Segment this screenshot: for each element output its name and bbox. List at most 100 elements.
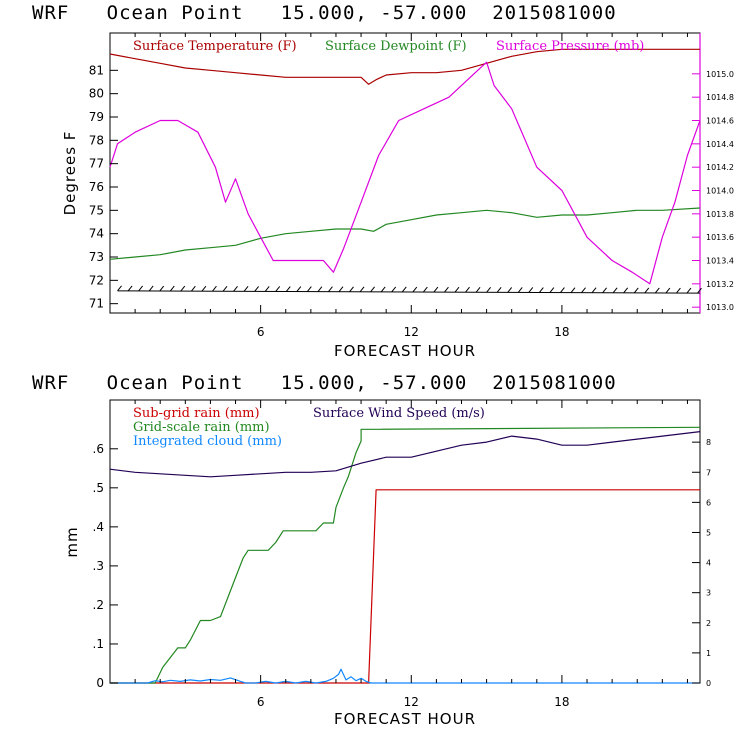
wind-barb bbox=[285, 286, 291, 292]
wind-barb bbox=[380, 286, 386, 293]
wind-barb bbox=[654, 287, 660, 294]
y-tick-label: 74 bbox=[89, 227, 104, 241]
legend-sub-grid-rain: Sub-grid rain (mm) bbox=[133, 406, 260, 421]
wind-barb bbox=[159, 285, 165, 292]
plot-frame bbox=[109, 32, 701, 314]
wind-barb bbox=[328, 286, 333, 292]
y-tick-label: 79 bbox=[89, 110, 104, 124]
legend-grid-scale-rain: Grid-scale rain (mm) bbox=[133, 420, 270, 435]
wind-barb bbox=[296, 286, 302, 292]
wind-barb bbox=[644, 287, 650, 294]
wind-barb bbox=[549, 287, 555, 293]
wind-barb bbox=[359, 286, 365, 293]
wind-barb bbox=[306, 286, 312, 292]
y-tick-label: .6 bbox=[93, 442, 104, 456]
wind-barb bbox=[422, 286, 428, 293]
y-tick-label: 81 bbox=[89, 63, 104, 77]
wind-barb bbox=[138, 285, 144, 292]
x-tick-label: 6 bbox=[257, 325, 265, 339]
wind-barb bbox=[201, 285, 207, 292]
y-tick-label: 0 bbox=[96, 676, 104, 690]
y-tick-label: .1 bbox=[93, 637, 104, 651]
wind-barb bbox=[254, 286, 260, 292]
wind-barb bbox=[444, 286, 449, 293]
rain-wind-panel: WRF Ocean Point 15.000, -57.000 20150810… bbox=[32, 372, 711, 728]
wind-barb bbox=[222, 285, 228, 292]
wind-barb bbox=[623, 287, 629, 294]
y-axis-label-2: mm bbox=[63, 526, 81, 557]
wind-barbs-layer bbox=[117, 285, 702, 294]
y-tick-label: .3 bbox=[93, 559, 104, 573]
wind-barb bbox=[370, 286, 375, 293]
wind-barb bbox=[570, 287, 576, 293]
wind-barb bbox=[233, 285, 238, 292]
y-tick-label: .2 bbox=[93, 598, 104, 612]
right-tick-label: 1015.0 bbox=[706, 70, 734, 79]
series-line-1 bbox=[110, 426, 701, 684]
right-tick-label: 1014.8 bbox=[706, 93, 734, 102]
series-line-0 bbox=[110, 489, 700, 684]
temperature-pressure-panel: WRF Ocean Point 15.000, -57.000 20150810… bbox=[32, 2, 734, 360]
series-line-0 bbox=[109, 48, 700, 85]
wind-barb bbox=[454, 286, 460, 293]
wind-barb bbox=[264, 286, 270, 292]
right-tick-label: 1014.6 bbox=[706, 117, 734, 126]
ticks-layer: 6 12 18 71 72 73 74 75 76 77 78 79 80 81 1013.0 1013.2 1… bbox=[89, 33, 734, 339]
series-line-2 bbox=[110, 668, 700, 684]
right-tick-label: 6 bbox=[706, 498, 711, 507]
y-tick-label: 80 bbox=[89, 87, 104, 101]
y-tick-label: 78 bbox=[89, 133, 104, 147]
series-layer bbox=[109, 48, 701, 285]
x-tick-label: 12 bbox=[404, 695, 419, 709]
right-tick-label: 8 bbox=[706, 438, 711, 447]
wind-barb bbox=[697, 287, 702, 294]
wind-barb bbox=[212, 285, 217, 292]
wind-barb bbox=[349, 286, 354, 293]
wind-barb bbox=[180, 285, 186, 292]
legend-surface-wind-speed: Surface Wind Speed (m/s) bbox=[313, 406, 485, 421]
right-tick-label: 1014.0 bbox=[706, 187, 734, 196]
wind-barb bbox=[127, 285, 133, 292]
wind-barb bbox=[581, 287, 586, 294]
right-tick-label: 1014.2 bbox=[706, 163, 734, 172]
wind-barb bbox=[528, 287, 534, 293]
y-tick-label: 72 bbox=[89, 273, 104, 287]
right-tick-label: 1013.2 bbox=[706, 280, 734, 289]
wind-barb bbox=[486, 286, 491, 293]
wind-barb bbox=[676, 287, 681, 294]
x-tick-label: 18 bbox=[554, 325, 569, 339]
wind-barb bbox=[665, 287, 671, 294]
wind-barb bbox=[496, 287, 502, 293]
y-tick-label: 77 bbox=[89, 157, 104, 171]
x-tick-label: 12 bbox=[404, 325, 419, 339]
legend-surface-pressure: Surface Pressure (mb) bbox=[496, 39, 644, 54]
y-tick-label: .4 bbox=[93, 520, 104, 534]
wind-barb bbox=[433, 286, 439, 293]
wind-barb bbox=[412, 286, 418, 293]
y-tick-label: 75 bbox=[89, 203, 104, 217]
right-tick-label: 5 bbox=[706, 528, 711, 537]
y-tick-label: 76 bbox=[89, 180, 104, 194]
wind-barb bbox=[401, 286, 407, 293]
right-tick-label: 0 bbox=[706, 679, 711, 688]
right-tick-label: 4 bbox=[706, 559, 711, 568]
wind-barb bbox=[538, 287, 544, 293]
y-tick-label: .5 bbox=[93, 481, 104, 495]
wind-barb bbox=[190, 285, 196, 292]
wind-barb bbox=[148, 285, 154, 292]
x-tick-label: 18 bbox=[554, 695, 569, 709]
wind-barb bbox=[475, 286, 481, 293]
wind-barb-baseline bbox=[117, 290, 701, 294]
series-line-2 bbox=[109, 61, 701, 285]
right-tick-label: 7 bbox=[706, 468, 711, 477]
wind-barb bbox=[243, 286, 249, 292]
wind-barb bbox=[517, 287, 523, 293]
y-axis-label: Degrees F bbox=[61, 131, 79, 216]
legend-integrated-cloud: Integrated cloud (mm) bbox=[133, 434, 282, 449]
series-line-3 bbox=[109, 431, 701, 478]
wind-barb bbox=[602, 287, 607, 294]
right-tick-label: 1013.8 bbox=[706, 210, 734, 219]
wind-barb bbox=[686, 287, 692, 294]
wind-barb bbox=[591, 287, 597, 294]
x-axis-label: FORECAST HOUR bbox=[334, 342, 476, 360]
